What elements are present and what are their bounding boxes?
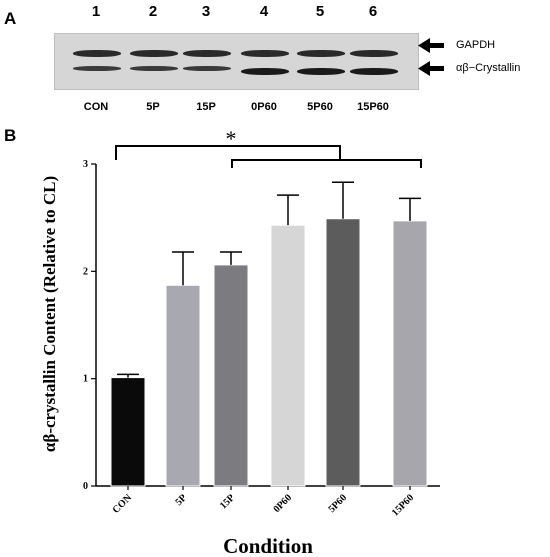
gapdh-band xyxy=(183,50,231,57)
axis-layer: 0 1 2 3 xyxy=(83,159,440,492)
bar-15p60 xyxy=(392,220,428,487)
x-tick-label: 5P60 xyxy=(326,492,349,515)
band-arrows xyxy=(418,38,444,76)
panel-b-label: B xyxy=(4,126,17,145)
y-tick-label: 1 xyxy=(83,374,88,385)
gapdh-band xyxy=(350,50,398,57)
bar-15p xyxy=(213,264,249,487)
y-tick-label: 3 xyxy=(83,159,88,170)
lane-label: 0P60 xyxy=(251,101,277,113)
crystallin-band xyxy=(73,66,121,71)
lane-label: CON xyxy=(83,101,109,113)
lane-number: 4 xyxy=(259,3,269,20)
y-tick-label: 0 xyxy=(83,481,88,492)
crystallin-band xyxy=(350,68,398,75)
bar-0p60 xyxy=(270,224,306,487)
x-tick-label: 0P60 xyxy=(271,492,294,515)
crystallin-band xyxy=(130,66,178,71)
lane-label: 5P60 xyxy=(307,101,333,113)
gapdh-band xyxy=(297,50,345,57)
lane-number: 5 xyxy=(315,3,325,20)
gapdh-band xyxy=(130,50,178,57)
lane-number: 1 xyxy=(91,3,101,20)
x-tick-label: 5P xyxy=(173,492,189,508)
crystallin-band xyxy=(297,68,345,75)
bar-layer: CON 5P 15P 0P60 5P60 15P60 xyxy=(110,181,428,519)
gapdh-arrow-icon xyxy=(418,38,444,53)
x-tick-label: 15P xyxy=(218,492,237,511)
bar-5p xyxy=(165,284,201,487)
lane-label: 15P60 xyxy=(357,101,389,113)
lane-number: 6 xyxy=(368,3,378,20)
gapdh-label: GAPDH xyxy=(456,39,496,51)
lane-number: 2 xyxy=(148,3,158,20)
x-tick-label: 15P60 xyxy=(390,492,416,518)
gapdh-band xyxy=(73,50,121,57)
crystallin-label: αβ−Crystallin xyxy=(456,62,521,74)
crystallin-arrow-icon xyxy=(418,61,444,76)
x-axis-label: Condition xyxy=(223,534,313,557)
significance-layer: * xyxy=(115,126,422,168)
bar-con xyxy=(110,377,146,487)
gapdh-band xyxy=(241,50,289,57)
crystallin-band xyxy=(183,66,231,71)
panel-a-label: A xyxy=(4,9,17,28)
bar-5p60 xyxy=(325,218,361,487)
lane-label: 15P xyxy=(196,101,216,113)
western-blot-image xyxy=(54,33,419,90)
lane-label: 5P xyxy=(146,101,160,113)
significance-star: * xyxy=(226,126,237,151)
crystallin-band xyxy=(241,68,289,75)
x-tick-label: CON xyxy=(111,492,135,516)
y-axis-label: αβ-crystallin Content (Relative to CL) xyxy=(40,176,59,452)
lane-number: 3 xyxy=(201,3,211,20)
significance-bracket-lower xyxy=(231,159,422,168)
significance-bracket-upper xyxy=(115,145,341,160)
y-tick-label: 2 xyxy=(83,266,88,277)
